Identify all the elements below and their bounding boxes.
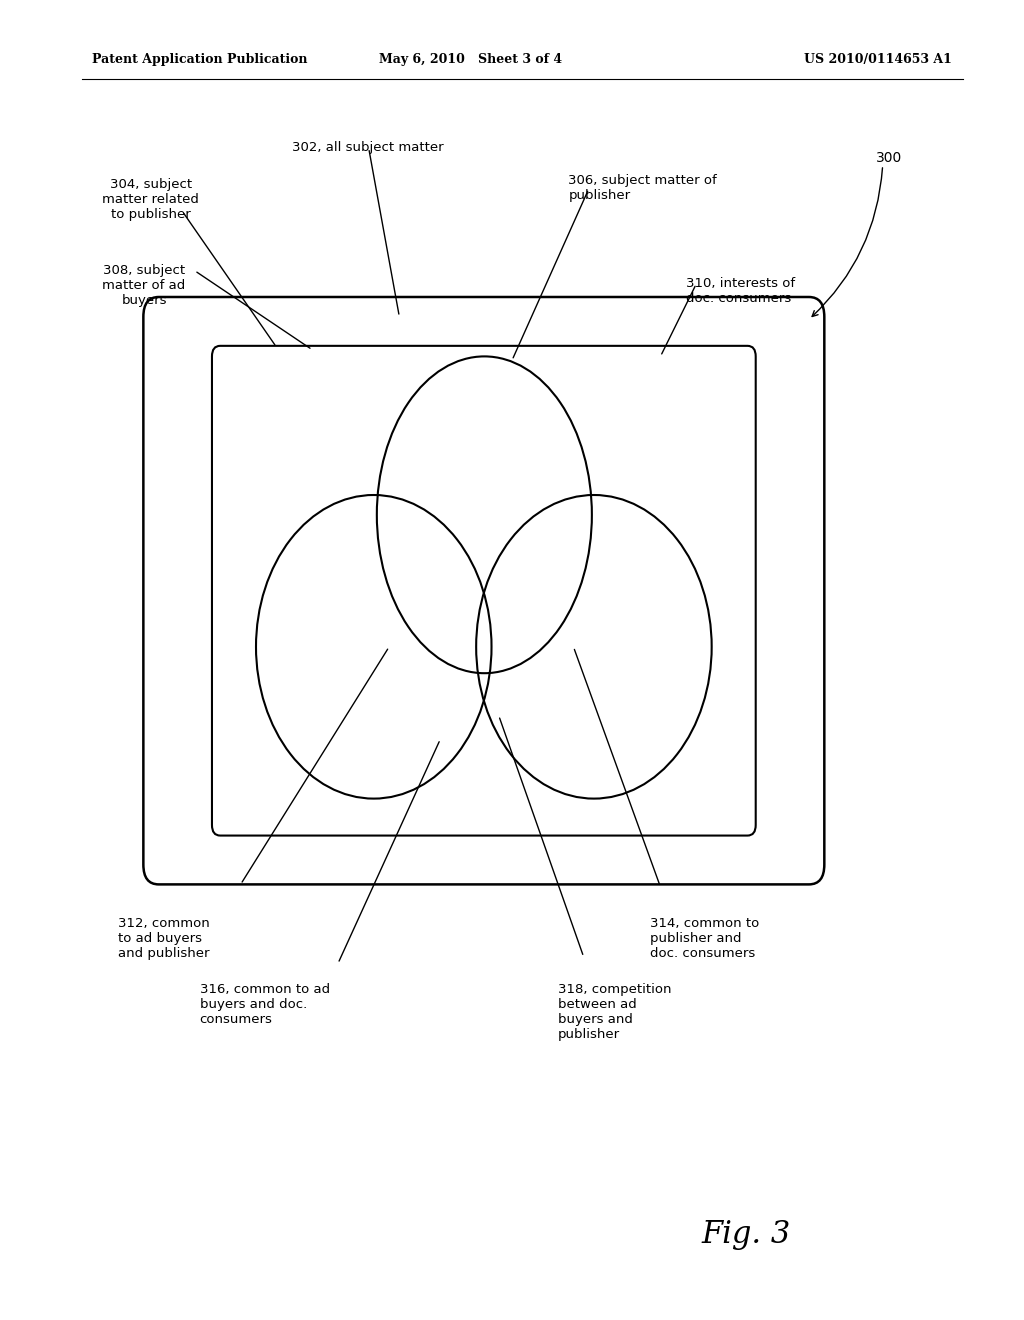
Text: 316, common to ad
buyers and doc.
consumers: 316, common to ad buyers and doc. consum… (200, 983, 330, 1027)
Text: Fig. 3: Fig. 3 (701, 1218, 791, 1250)
Text: 306, subject matter of
publisher: 306, subject matter of publisher (568, 174, 717, 202)
Text: US 2010/0114653 A1: US 2010/0114653 A1 (805, 53, 952, 66)
Text: 304, subject
matter related
to publisher: 304, subject matter related to publisher (102, 178, 200, 222)
Text: 308, subject
matter of ad
buyers: 308, subject matter of ad buyers (102, 264, 185, 308)
Text: 318, competition
between ad
buyers and
publisher: 318, competition between ad buyers and p… (558, 983, 672, 1041)
Text: 310, interests of
doc. consumers: 310, interests of doc. consumers (686, 277, 796, 305)
Text: 312, common
to ad buyers
and publisher: 312, common to ad buyers and publisher (118, 917, 210, 961)
Text: 300: 300 (876, 152, 902, 165)
Text: May 6, 2010   Sheet 3 of 4: May 6, 2010 Sheet 3 of 4 (380, 53, 562, 66)
Text: Patent Application Publication: Patent Application Publication (92, 53, 307, 66)
Text: 314, common to
publisher and
doc. consumers: 314, common to publisher and doc. consum… (650, 917, 760, 961)
Text: 302, all subject matter: 302, all subject matter (292, 141, 443, 154)
